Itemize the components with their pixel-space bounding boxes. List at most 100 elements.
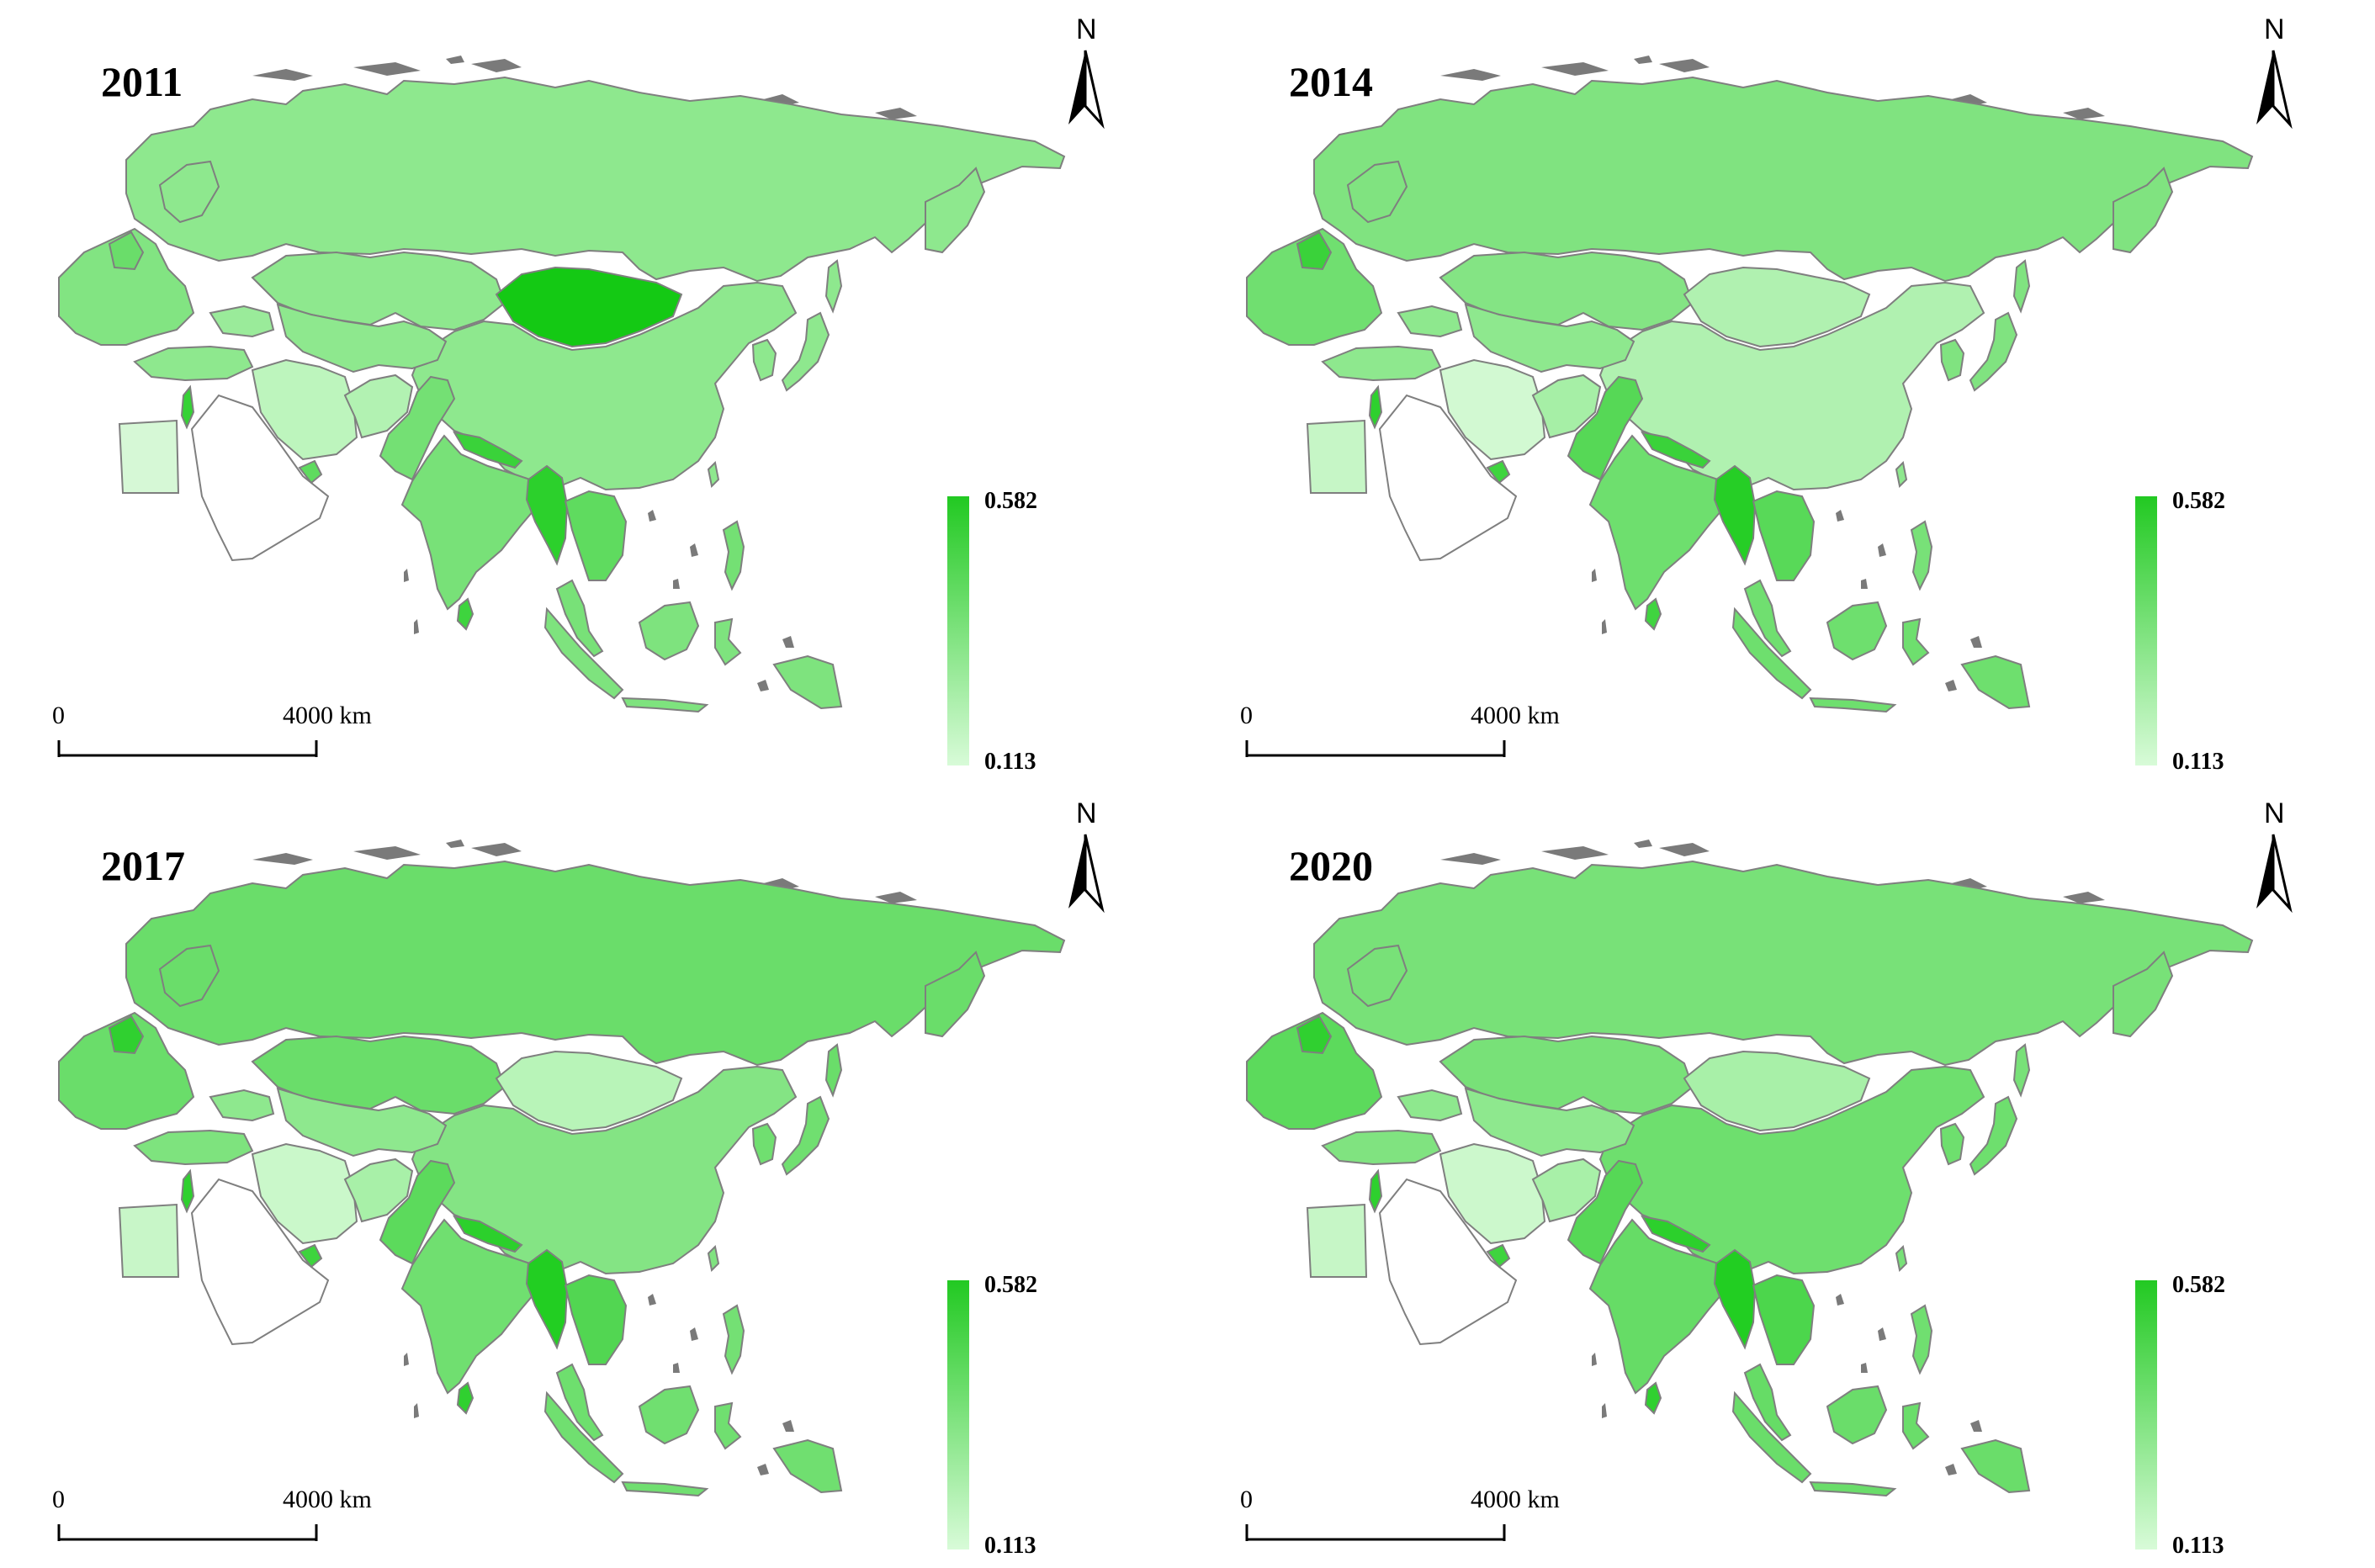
scale-distance-label: 4000 km	[1471, 702, 1560, 729]
region-russia	[1313, 76, 2254, 283]
region-myanmar	[525, 1248, 569, 1350]
region-mongolia	[1683, 266, 1871, 348]
region-indonesia-borneo	[1826, 1385, 1888, 1445]
region-sakhalin	[2012, 259, 2031, 314]
region-nepal-band	[1640, 1215, 1711, 1253]
region-sakhalin	[824, 1043, 843, 1098]
region-caucasus	[1397, 1089, 1463, 1122]
region-mainland-sea	[1752, 490, 1816, 581]
legend-gradient-bar	[947, 496, 969, 765]
region-nepal-band	[1640, 431, 1711, 469]
region-poland	[1296, 1014, 1333, 1055]
region-sri-lanka	[456, 597, 474, 631]
region-korea	[751, 1122, 777, 1166]
region-israel	[1368, 1168, 1383, 1214]
region-japan	[781, 1095, 830, 1176]
scale-distance-label: 4000 km	[283, 1486, 372, 1513]
region-arabia	[190, 1178, 330, 1346]
region-caucasus	[209, 305, 275, 338]
region-taiwan	[707, 1244, 720, 1273]
region-indonesia-sumatra	[1731, 1391, 1812, 1484]
north-arrow-icon	[2256, 834, 2293, 914]
region-sakhalin	[2012, 1043, 2031, 1098]
region-indonesia-java	[621, 697, 709, 713]
north-arrow-icon	[2256, 50, 2293, 130]
region-myanmar	[1713, 464, 1757, 566]
map-canvas	[57, 50, 1105, 757]
region-japan	[1969, 1095, 2018, 1176]
scale-bar	[57, 1524, 318, 1541]
scale-zero-label: 0	[1240, 1486, 1253, 1513]
scale-distance-label: 4000 km	[283, 702, 372, 729]
region-indonesia-java	[621, 1481, 709, 1497]
region-iran	[251, 1142, 358, 1245]
region-taiwan	[1895, 1244, 1908, 1273]
scale-bar	[57, 740, 318, 757]
region-korea	[1939, 338, 1965, 382]
region-japan	[781, 311, 830, 392]
region-egypt	[118, 419, 180, 494]
north-label: N	[2264, 13, 2285, 45]
region-pakistan	[1567, 1159, 1644, 1265]
region-indonesia-sumatra	[1731, 607, 1812, 700]
region-indonesia-sumatra	[543, 607, 624, 700]
region-afghanistan	[343, 373, 414, 439]
region-taiwan	[1895, 460, 1908, 489]
north-arrow-icon	[1068, 834, 1105, 914]
map-canvas	[1245, 50, 2293, 757]
region-kamchatka	[2113, 951, 2174, 1038]
region-caucasus	[1397, 305, 1463, 338]
sea-islands	[1592, 510, 1982, 691]
region-malaysia	[1743, 579, 1792, 658]
region-philippines	[722, 520, 745, 591]
region-uae	[298, 459, 323, 485]
region-russia	[125, 860, 1066, 1067]
north-label: N	[2264, 797, 2285, 829]
legend-max-label: 0.582	[2172, 488, 2225, 514]
region-kamchatka	[2113, 167, 2174, 254]
scale-zero-label: 0	[1240, 702, 1253, 729]
region-sakhalin	[824, 259, 843, 314]
region-europe	[58, 1011, 195, 1130]
region-israel	[1368, 384, 1383, 430]
region-indonesia-sulawesi	[1902, 1401, 1930, 1450]
legend-min-label: 0.113	[2172, 1533, 2224, 1559]
north-label: N	[1076, 13, 1097, 45]
region-malaysia	[555, 1363, 604, 1442]
region-poland	[108, 230, 145, 271]
region-indonesia-borneo	[1826, 601, 1888, 661]
region-myanmar	[525, 464, 569, 566]
region-mainland-sea	[1752, 1274, 1816, 1365]
region-sri-lanka	[1644, 597, 1662, 631]
region-iran	[251, 358, 358, 461]
region-uae	[1486, 459, 1511, 485]
region-mongolia	[495, 266, 683, 348]
region-nepal-band	[452, 1215, 523, 1253]
region-egypt	[1306, 419, 1368, 494]
map-canvas	[57, 834, 1105, 1541]
region-malaysia	[555, 579, 604, 658]
region-israel	[180, 384, 195, 430]
region-indonesia-borneo	[638, 1385, 700, 1445]
region-indonesia-java	[1809, 1481, 1897, 1497]
scale-distance-label: 4000 km	[1471, 1486, 1560, 1513]
region-scandinavia	[158, 160, 220, 224]
region-scandinavia	[1346, 160, 1408, 224]
map-panel-2011: 2011 N 0.582 0.113 0 4000 km	[0, 0, 1187, 784]
region-europe	[58, 227, 195, 346]
region-europe	[1246, 1011, 1383, 1130]
region-europe	[1246, 227, 1383, 346]
region-mongolia	[1683, 1050, 1871, 1132]
region-indonesia-sumatra	[543, 1391, 624, 1484]
region-philippines	[1910, 1304, 1933, 1375]
region-kamchatka	[925, 167, 986, 254]
region-central-asia	[276, 1087, 448, 1157]
region-indonesia-papua	[772, 654, 843, 710]
legend-max-label: 0.582	[984, 488, 1037, 514]
year-label: 2014	[1289, 58, 1373, 105]
region-pakistan	[379, 375, 456, 481]
region-kamchatka	[925, 951, 986, 1038]
legend-min-label: 0.113	[984, 749, 1036, 775]
region-korea	[751, 338, 777, 382]
region-russia	[125, 76, 1066, 283]
